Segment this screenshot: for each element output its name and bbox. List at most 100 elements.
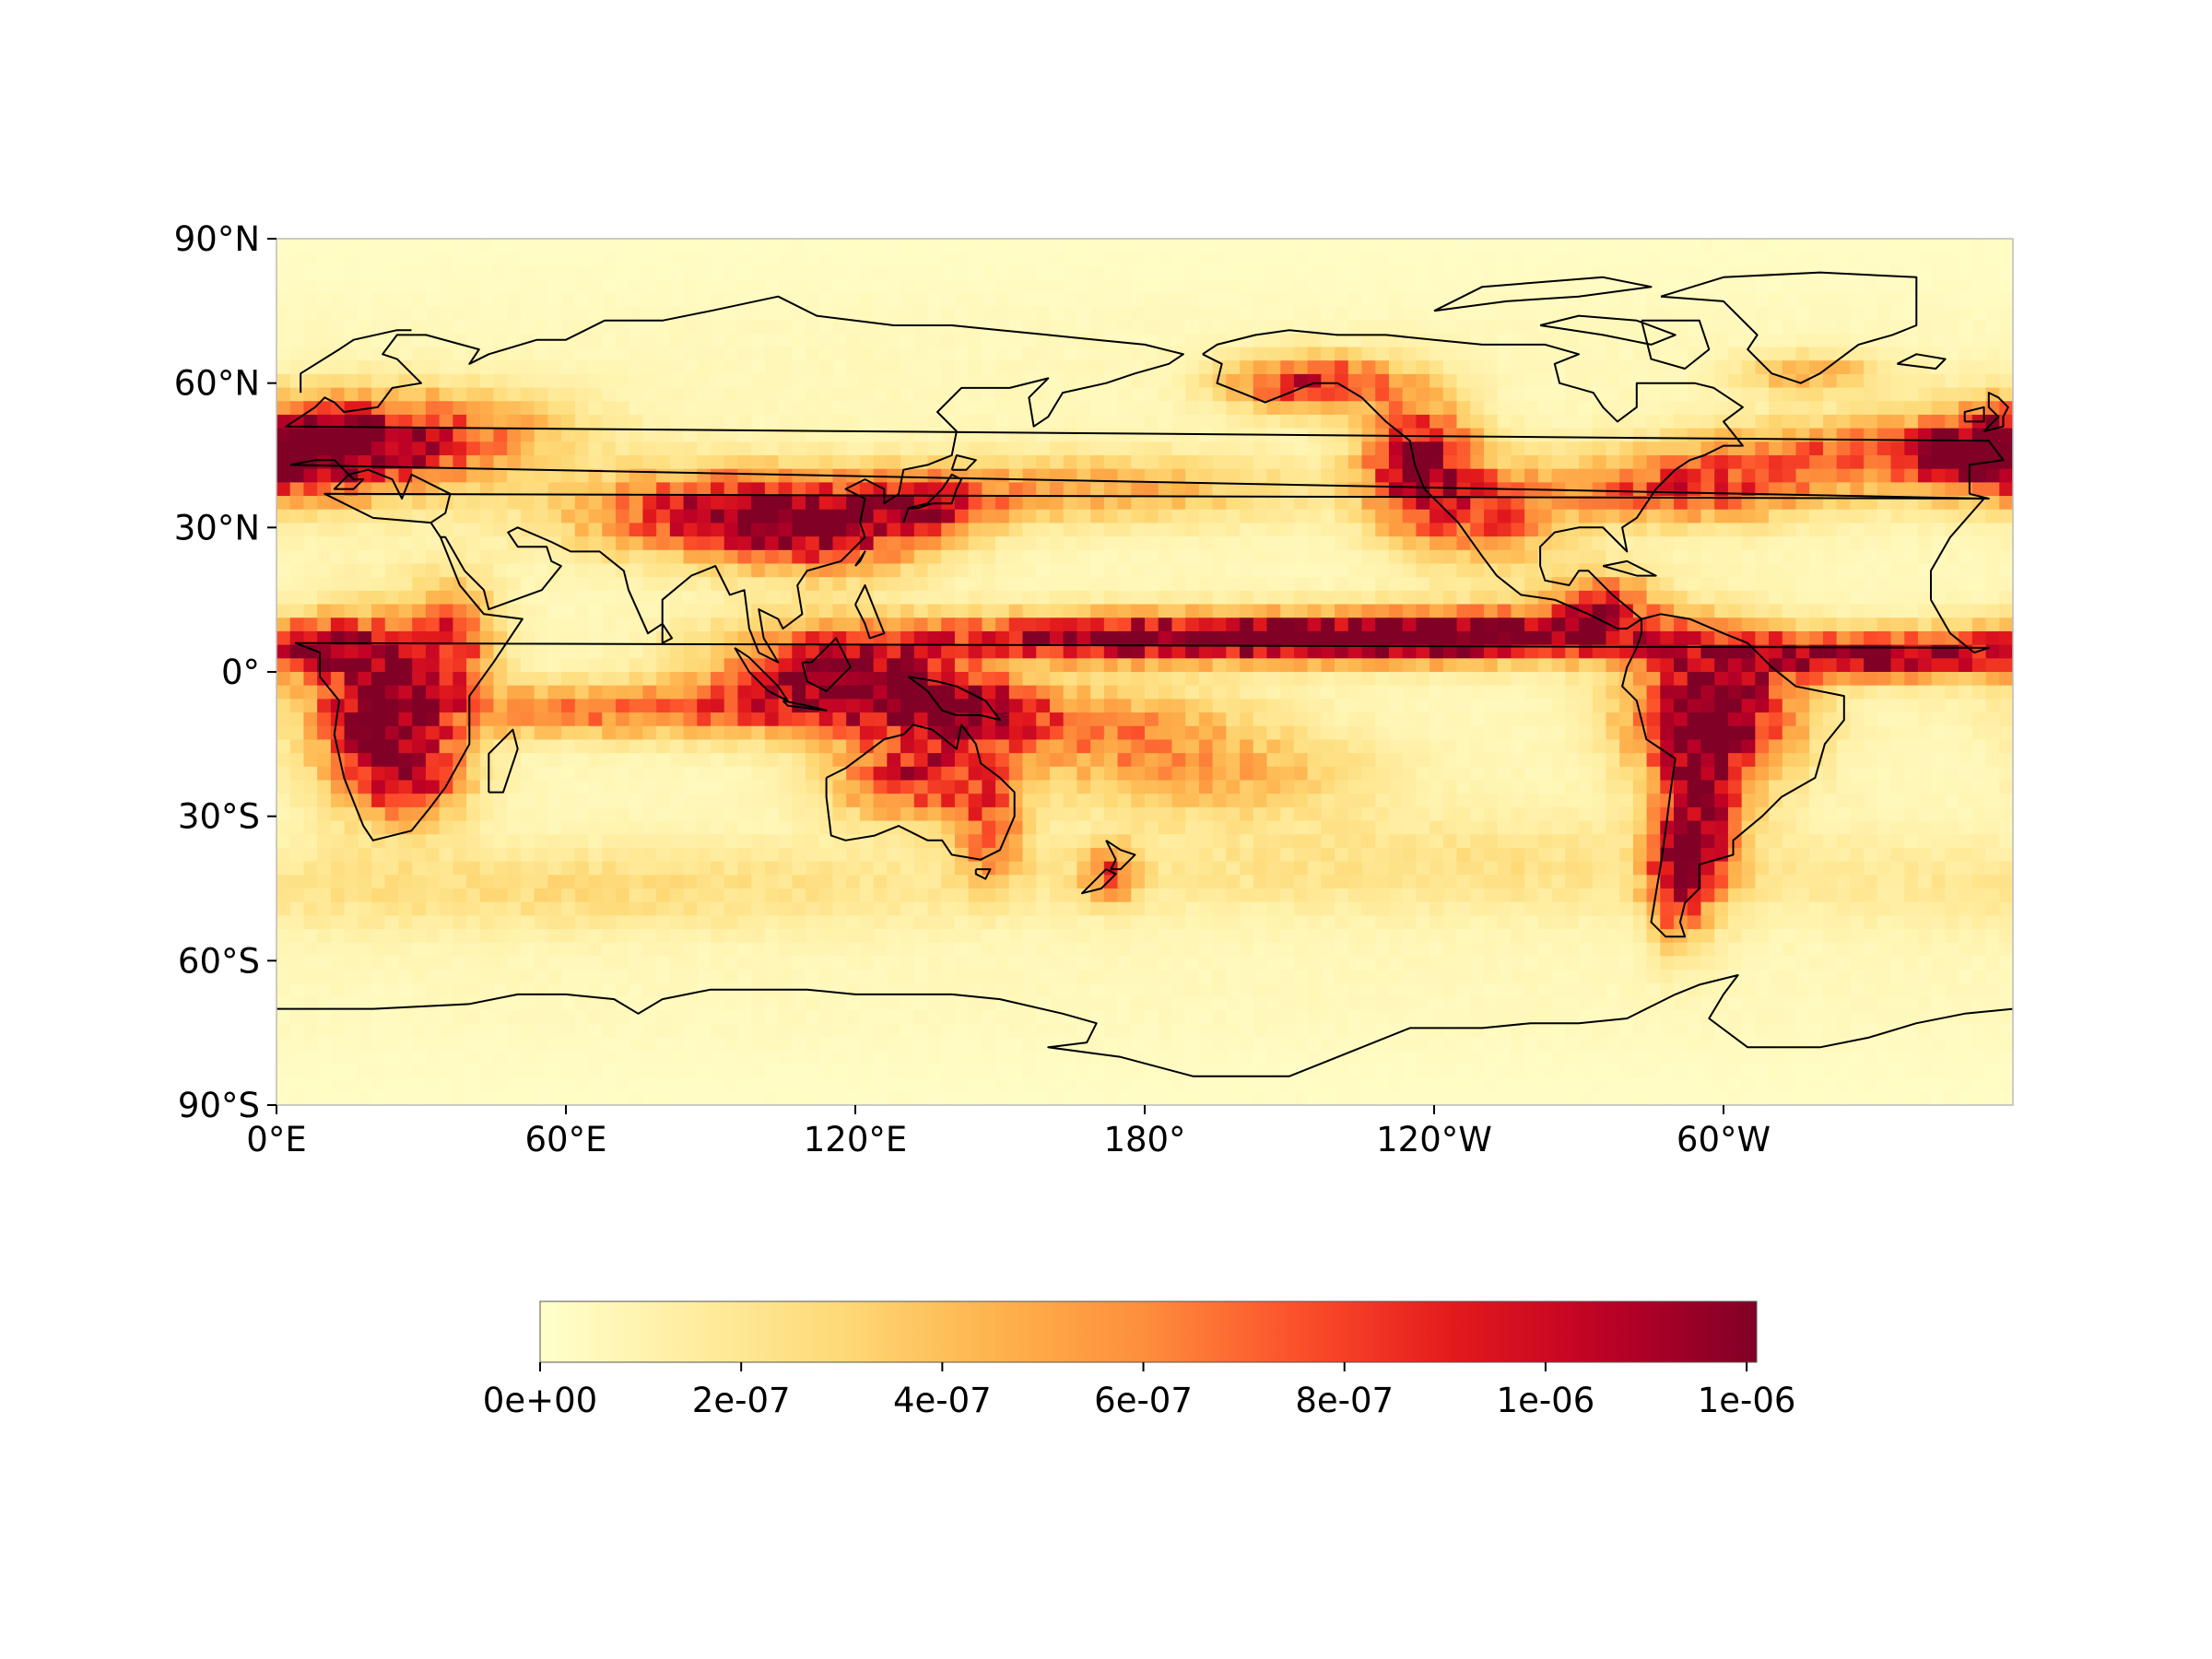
grid-cell — [1971, 712, 1987, 727]
grid-cell — [1117, 725, 1132, 741]
grid-cell — [1388, 644, 1404, 659]
grid-cell — [1727, 239, 1743, 253]
grid-cell — [697, 712, 712, 727]
grid-cell — [832, 509, 847, 524]
grid-cell — [1335, 739, 1349, 754]
grid-cell — [1253, 658, 1268, 673]
grid-cell — [818, 604, 834, 618]
grid-cell — [425, 292, 441, 308]
grid-cell — [1388, 239, 1404, 253]
grid-cell — [724, 239, 739, 253]
grid-cell — [1416, 279, 1430, 294]
grid-cell — [1755, 252, 1770, 266]
grid-cell — [629, 320, 644, 335]
grid-cell — [588, 523, 603, 537]
grid-cell — [1524, 509, 1539, 524]
grid-cell — [927, 441, 942, 456]
grid-cell — [887, 563, 901, 578]
grid-cell — [724, 590, 739, 606]
grid-cell — [1755, 496, 1770, 511]
grid-cell — [642, 428, 657, 442]
grid-cell — [1145, 699, 1159, 713]
grid-cell — [683, 306, 698, 321]
grid-cell — [1727, 725, 1743, 741]
grid-cell — [398, 455, 413, 470]
grid-cell — [453, 347, 467, 361]
grid-cell — [1131, 739, 1146, 754]
grid-cell — [1551, 292, 1566, 308]
grid-cell — [602, 577, 617, 592]
grid-cell — [1361, 523, 1376, 537]
grid-cell — [1090, 441, 1105, 456]
grid-cell — [588, 265, 603, 280]
grid-cell — [995, 577, 1010, 592]
grid-cell — [1240, 441, 1254, 456]
grid-cell — [711, 509, 725, 524]
grid-cell — [1769, 549, 1783, 565]
grid-cell — [479, 523, 495, 537]
grid-cell — [982, 549, 996, 565]
grid-cell — [276, 387, 291, 402]
grid-cell — [1226, 347, 1241, 361]
grid-cell — [1402, 685, 1417, 700]
grid-cell — [317, 536, 332, 551]
grid-cell — [873, 753, 888, 768]
grid-cell — [968, 644, 982, 659]
grid-cell — [1375, 753, 1390, 768]
grid-cell — [1646, 279, 1661, 294]
grid-cell — [1293, 387, 1309, 402]
grid-cell — [1158, 523, 1173, 537]
grid-cell — [588, 712, 603, 727]
grid-cell — [697, 252, 712, 266]
grid-cell — [1524, 414, 1539, 429]
grid-cell — [1850, 401, 1865, 416]
grid-cell — [1158, 739, 1173, 754]
grid-cell — [1036, 549, 1051, 565]
grid-cell — [602, 523, 617, 537]
grid-cell — [778, 333, 793, 348]
grid-cell — [1687, 265, 1702, 280]
grid-cell — [1674, 347, 1688, 361]
grid-cell — [764, 428, 780, 442]
grid-cell — [954, 672, 970, 687]
grid-cell — [289, 712, 305, 727]
grid-cell — [697, 672, 712, 687]
grid-cell — [344, 239, 359, 253]
grid-cell — [1741, 739, 1756, 754]
grid-cell — [1077, 360, 1091, 375]
grid-cell — [1890, 468, 1905, 483]
grid-cell — [751, 685, 766, 700]
grid-cell — [358, 577, 372, 592]
grid-cell — [1687, 630, 1702, 646]
grid-cell — [724, 333, 739, 348]
grid-cell — [913, 604, 929, 618]
grid-cell — [1416, 292, 1430, 308]
grid-cell — [1226, 672, 1241, 687]
grid-cell — [330, 712, 346, 727]
grid-cell — [1266, 549, 1281, 565]
grid-cell — [1090, 618, 1105, 632]
grid-cell — [1090, 265, 1105, 280]
grid-cell — [1280, 360, 1295, 375]
grid-cell — [344, 265, 359, 280]
grid-cell — [1022, 292, 1037, 308]
grid-cell — [1361, 685, 1376, 700]
grid-cell — [1714, 252, 1729, 266]
grid-cell — [1782, 468, 1797, 483]
grid-cell — [1049, 712, 1065, 727]
grid-cell — [344, 373, 359, 389]
grid-cell — [629, 739, 644, 754]
grid-cell — [995, 604, 1010, 618]
grid-cell — [1483, 265, 1499, 280]
grid-cell — [398, 672, 413, 687]
grid-cell — [778, 549, 793, 565]
grid-cell — [344, 630, 359, 646]
grid-cell — [1416, 658, 1430, 673]
grid-cell — [1171, 658, 1186, 673]
grid-cell — [1103, 604, 1119, 618]
grid-cell — [1375, 577, 1390, 592]
grid-cell — [1198, 401, 1214, 416]
grid-cell — [656, 739, 671, 754]
grid-cell — [1971, 549, 1987, 565]
grid-cell — [534, 672, 548, 687]
